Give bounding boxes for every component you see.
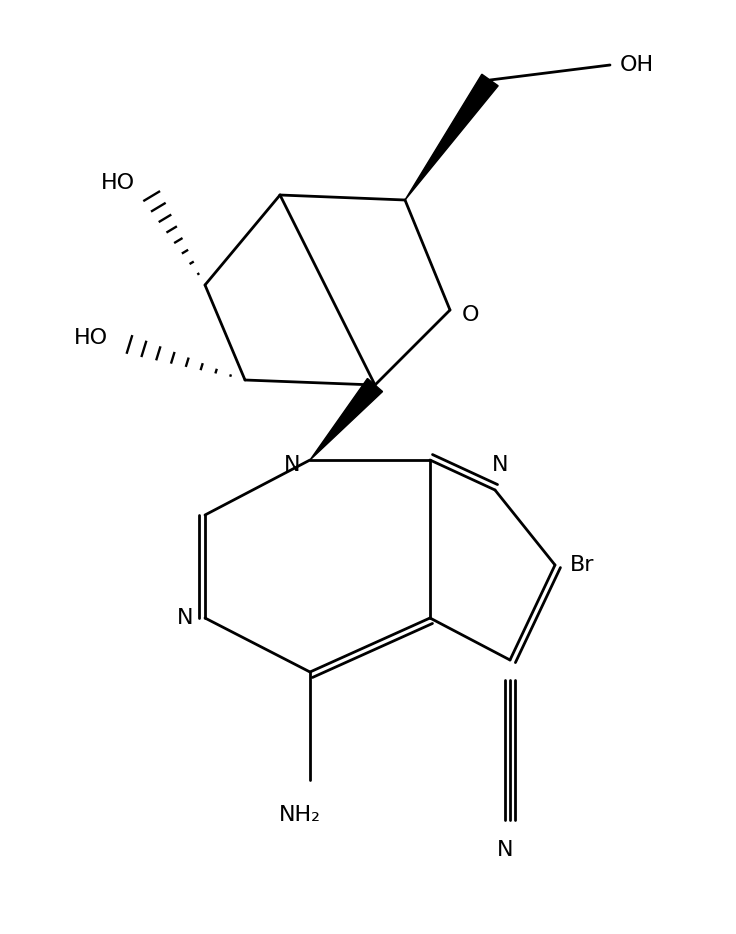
Text: NH₂: NH₂	[279, 805, 321, 825]
Text: N: N	[283, 455, 300, 475]
Text: HO: HO	[101, 173, 135, 193]
Polygon shape	[310, 378, 383, 460]
Text: N: N	[497, 840, 513, 860]
Polygon shape	[405, 74, 498, 200]
Text: OH: OH	[620, 55, 654, 75]
Text: N: N	[492, 455, 509, 475]
Text: Br: Br	[570, 555, 595, 575]
Text: HO: HO	[74, 328, 108, 348]
Text: O: O	[462, 305, 479, 325]
Text: N: N	[177, 608, 193, 628]
